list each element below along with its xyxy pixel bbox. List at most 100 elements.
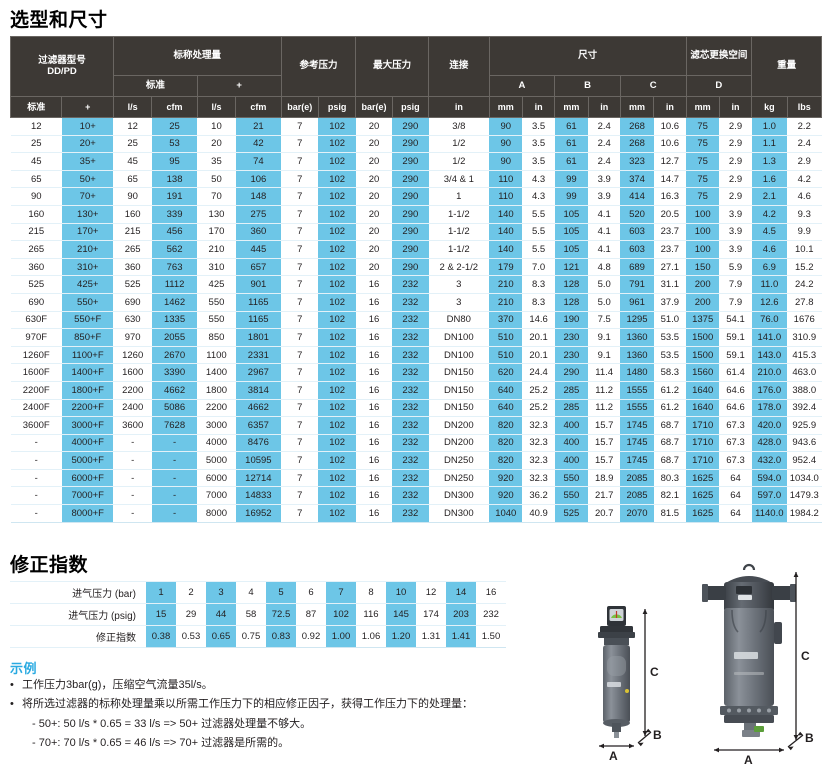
table-cell: 128 bbox=[554, 275, 589, 294]
table-cell: 12.7 bbox=[653, 152, 687, 171]
correction-cell: 1.31 bbox=[416, 625, 446, 648]
specification-table: 过滤器型号 DD/PD 标称处理量 参考压力 最大压力 连接 尺寸 滤芯更换空间… bbox=[9, 36, 822, 523]
table-cell: 920 bbox=[489, 486, 523, 506]
correction-cell: 3 bbox=[206, 581, 236, 604]
unit-d-in: in bbox=[718, 96, 753, 118]
correction-cell: 6 bbox=[296, 581, 326, 604]
correction-cell: 15 bbox=[146, 603, 176, 626]
table-cell: 3.5 bbox=[522, 135, 555, 154]
table-cell: 3.9 bbox=[588, 187, 621, 206]
table-row: -8000+F - -8000 16952 7 102 16 232 DN300 1040 40.9… bbox=[10, 504, 822, 523]
table-cell: 2400F bbox=[10, 399, 62, 418]
table-cell: 400 bbox=[554, 451, 589, 470]
table-cell: 150 bbox=[686, 258, 720, 277]
table-row: 1600F 1400+F 1600 3390 1400 2967 7 102 16 232 DN15… bbox=[10, 363, 822, 382]
table-cell: 50 bbox=[197, 170, 236, 189]
table-cell: 100 bbox=[686, 205, 720, 224]
table-cell: 1 bbox=[428, 187, 490, 206]
table-cell: 4.8 bbox=[588, 258, 621, 277]
table-cell: 102 bbox=[318, 117, 356, 136]
correction-cell: 0.75 bbox=[236, 625, 266, 648]
example-sub-1: - 50+: 50 l/s * 0.65 = 33 l/s => 50+ 过滤器… bbox=[32, 717, 312, 730]
table-cell: 176.0 bbox=[751, 381, 787, 400]
table-cell: 102 bbox=[318, 381, 356, 400]
table-cell: - bbox=[151, 451, 198, 470]
table-cell: 16 bbox=[355, 275, 393, 294]
table-row: 160 130+ 160 339 130 275 7 102 20 290 1-1/2 140 5.5 1… bbox=[10, 205, 822, 224]
table-cell: 70 bbox=[197, 187, 236, 206]
table-cell: 37.9 bbox=[653, 293, 687, 312]
table-cell: 7 bbox=[281, 363, 319, 382]
table-cell: 1710 bbox=[686, 434, 720, 453]
table-cell: 520 bbox=[620, 205, 654, 224]
unit-max-bar: bar(e) bbox=[355, 96, 393, 118]
table-cell: 12 bbox=[10, 117, 62, 136]
table-cell: 67.3 bbox=[719, 434, 752, 453]
table-cell: 12714 bbox=[235, 469, 282, 488]
table-cell: 10 bbox=[197, 117, 236, 136]
table-cell: 2.2 bbox=[787, 117, 822, 136]
col-sub-dim-a: A bbox=[488, 75, 556, 97]
table-cell: DN150 bbox=[428, 399, 490, 418]
table-cell: - bbox=[10, 486, 62, 506]
table-cell: DN100 bbox=[428, 346, 490, 365]
col-sub-plus: + bbox=[196, 75, 282, 97]
table-cell: 2331 bbox=[235, 346, 282, 365]
table-cell: 16 bbox=[355, 416, 393, 435]
table-cell: 8000 bbox=[197, 504, 236, 523]
table-cell: 102 bbox=[318, 135, 356, 154]
table-cell: 4.1 bbox=[588, 223, 621, 242]
table-cell: 210+ bbox=[61, 240, 114, 259]
table-cell: 6000 bbox=[197, 469, 236, 488]
table-cell: 232 bbox=[392, 363, 429, 382]
correction-cell: 14 bbox=[446, 581, 476, 604]
table-row: 525 425+ 525 1112 425 901 7 102 16 232 3 210 8.3 128 5… bbox=[10, 275, 822, 294]
correction-cell: 232 bbox=[476, 603, 506, 626]
unit-model-standard: 标准 bbox=[9, 96, 63, 118]
table-cell: 54.1 bbox=[719, 311, 752, 330]
table-cell: 20.1 bbox=[522, 328, 555, 347]
table-cell: 388.0 bbox=[787, 381, 822, 400]
table-cell: 16.3 bbox=[653, 187, 687, 206]
table-cell: 102 bbox=[318, 187, 356, 206]
table-cell: 290 bbox=[554, 363, 589, 382]
table-cell: 4.2 bbox=[787, 170, 822, 189]
table-cell: 102 bbox=[318, 469, 356, 488]
table-cell: 2085 bbox=[620, 469, 654, 488]
table-cell: 102 bbox=[318, 486, 356, 506]
table-cell: 5000 bbox=[197, 451, 236, 470]
table-cell: 102 bbox=[318, 399, 356, 418]
table-cell: 81.5 bbox=[653, 504, 687, 523]
table-cell: 100 bbox=[686, 223, 720, 242]
table-cell: 32.3 bbox=[522, 469, 555, 488]
table-cell: 20 bbox=[197, 135, 236, 154]
table-cell: 1480 bbox=[620, 363, 654, 382]
table-cell: 525 bbox=[554, 504, 589, 523]
table-cell: 7628 bbox=[151, 416, 198, 435]
table-row: 25 20+ 25 53 20 42 7 102 20 290 1/2 90 3.5 61 2.4 268 10… bbox=[10, 135, 822, 154]
table-cell: DN80 bbox=[428, 311, 490, 330]
table-cell: DN150 bbox=[428, 381, 490, 400]
table-cell: 7 bbox=[281, 399, 319, 418]
table-cell: 105 bbox=[554, 205, 589, 224]
table-row: 12 10+ 12 25 10 21 7 102 20 290 3/8 90 3.5 61 2.4 268 10… bbox=[10, 117, 822, 136]
table-cell: 7 bbox=[281, 328, 319, 347]
example-bullet-1: 工作压力3bar(g)，压缩空气流量35l/s。 bbox=[10, 676, 620, 696]
table-row: 2400F 2200+F 2400 5086 2200 4662 7 102 16 232 DN15… bbox=[10, 399, 822, 418]
table-row: 690 550+ 690 1462 550 1165 7 102 16 232 3 210 8.3 128… bbox=[10, 293, 822, 312]
table-cell: 14.6 bbox=[522, 311, 555, 330]
table-cell: 400 bbox=[554, 416, 589, 435]
table-head: 过滤器型号 DD/PD 标称处理量 参考压力 最大压力 连接 尺寸 滤芯更换空间… bbox=[9, 36, 822, 118]
table-cell: 2670 bbox=[151, 346, 198, 365]
table-cell: 7 bbox=[281, 311, 319, 330]
table-cell: 23.7 bbox=[653, 223, 687, 242]
table-cell: 53.5 bbox=[653, 346, 687, 365]
table-cell: 456 bbox=[151, 223, 198, 242]
table-cell: 16 bbox=[355, 381, 393, 400]
table-cell: 45 bbox=[10, 152, 62, 171]
correction-cell: 16 bbox=[476, 581, 506, 604]
table-cell: 178.0 bbox=[751, 399, 787, 418]
table-cell: 20 bbox=[355, 170, 393, 189]
table-cell: 820 bbox=[489, 416, 523, 435]
table-cell: 20+ bbox=[61, 135, 114, 154]
